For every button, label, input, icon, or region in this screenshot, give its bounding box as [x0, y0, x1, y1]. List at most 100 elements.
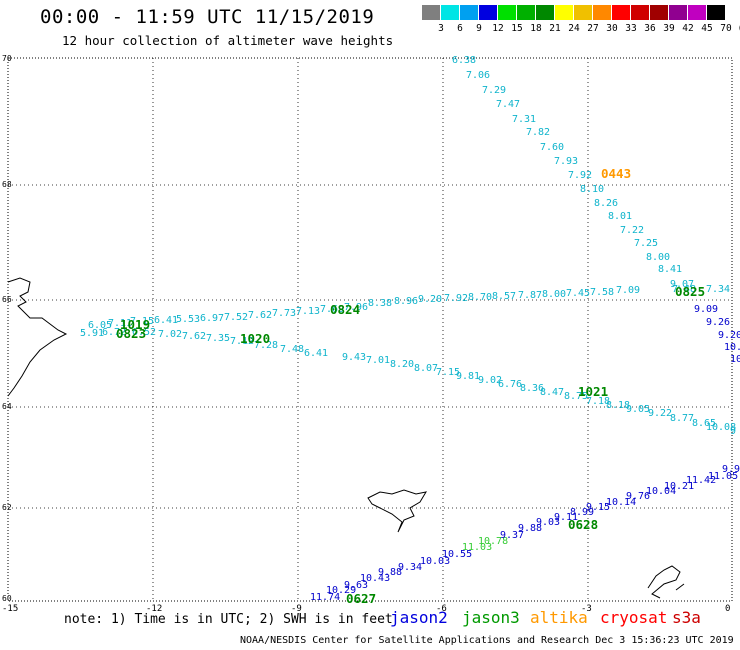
lon-label: -6	[436, 604, 447, 614]
wave-height-value: 6.41	[154, 315, 178, 326]
wave-height-value: 11.03	[462, 542, 492, 553]
pass-time-label: 0443	[601, 166, 631, 181]
shetland-islands	[647, 565, 685, 599]
scale-label: 6	[457, 23, 463, 34]
scale-label: 3	[438, 23, 444, 34]
wave-height-value: 9.34	[398, 562, 422, 573]
satellite-s3a: s3a	[672, 608, 701, 627]
wave-height-value: 10	[730, 354, 740, 365]
scale-swatch	[555, 5, 573, 20]
lat-label: 60	[2, 594, 12, 603]
lat-label: 68	[2, 180, 12, 189]
wave-height-value: 7.18	[586, 396, 610, 407]
pass-time-label: 0628	[568, 517, 598, 532]
wave-height-value: 9.20	[718, 330, 740, 341]
page-subtitle: 12 hour collection of altimeter wave hei…	[62, 33, 394, 48]
scale-swatch	[593, 5, 611, 20]
wave-height-value: 9.81	[456, 371, 480, 382]
credit-text: NOAA/NESDIS Center for Satellite Applica…	[240, 635, 734, 646]
scale-swatch	[707, 5, 725, 20]
wave-height-value: 7.12	[230, 336, 254, 347]
wave-height-value: 8.65	[692, 418, 716, 429]
wave-height-value: 7.48	[672, 284, 696, 295]
wave-height-value: 11.74	[310, 592, 340, 603]
wave-height-value: 9.26	[706, 317, 730, 328]
scale-label: 33	[625, 23, 637, 34]
scale-swatch	[479, 5, 497, 20]
scale-label: 9	[476, 23, 482, 34]
wave-height-value: 8.99	[570, 507, 594, 518]
wave-height-value: 7.47	[496, 99, 520, 110]
wave-height-value: 5.53	[176, 314, 200, 325]
wave-height-value: 9.05	[626, 404, 650, 415]
scale-label: 45	[701, 23, 713, 34]
lon-label: -9	[291, 604, 302, 614]
wave-height-value: 7.45	[566, 288, 590, 299]
lat-label: 62	[2, 503, 12, 512]
scale-label: 12	[492, 23, 504, 34]
wave-height-value: 10.4	[724, 342, 740, 353]
wave-height-value: 10.55	[442, 549, 472, 560]
scale-swatch	[631, 5, 649, 20]
wave-height-value: 5.91	[80, 328, 104, 339]
wave-height-value: 8.07	[414, 363, 438, 374]
wave-height-value: 9.76	[626, 491, 650, 502]
wave-height-value: 9.37	[500, 530, 524, 541]
wave-height-value: 7.69	[320, 304, 344, 315]
wave-height-value: 8.38	[368, 298, 392, 309]
wave-height-value: 9.94	[722, 464, 740, 475]
wave-height-value: 10.78	[478, 536, 508, 547]
scale-swatch	[669, 5, 687, 20]
scale-label: 42	[682, 23, 694, 34]
wave-height-value: 8.96	[394, 296, 418, 307]
wave-height-value: 7.15	[436, 367, 460, 378]
wave-height-value: 8.18	[606, 400, 630, 411]
scale-label: 36	[644, 23, 656, 34]
pass-time-label: 1020	[240, 331, 270, 346]
wave-height-value: 8.75	[564, 391, 588, 402]
scale-label: 21	[549, 23, 561, 34]
lon-label: -3	[581, 604, 592, 614]
satellite-cryosat: cryosat	[600, 608, 668, 627]
wave-height-value: 7.11	[108, 318, 132, 329]
wave-height-value: 9.43	[342, 352, 366, 363]
wave-height-value: 10.21	[664, 481, 694, 492]
scale-label: 30	[606, 23, 618, 34]
wave-height-value: 8.20	[390, 359, 414, 370]
scale-swatch	[650, 5, 668, 20]
scale-swatch	[536, 5, 554, 20]
wave-height-value: 7.52	[224, 312, 248, 323]
wave-height-value: 7.31	[512, 114, 536, 125]
lon-label: -12	[146, 604, 162, 614]
wave-height-value: 6.97	[200, 313, 224, 324]
wave-height-value: 8.77	[670, 413, 694, 424]
wave-height-value: 8.70	[468, 292, 492, 303]
lat-label: 70	[2, 54, 12, 63]
wave-height-value: 8.01	[608, 211, 632, 222]
scale-swatch	[612, 5, 630, 20]
scale-label: 18	[530, 23, 542, 34]
satellite-altika: altika	[530, 608, 588, 627]
wave-height-value: 8.57	[492, 291, 516, 302]
wave-height-value: 7.01	[366, 355, 390, 366]
wave-height-value: 9.20	[418, 294, 442, 305]
wave-height-value: 9.03	[536, 517, 560, 528]
wave-height-value: 7.35	[206, 333, 230, 344]
wave-height-value: 9.07	[670, 279, 694, 290]
wave-height-value: 6.52	[132, 327, 156, 338]
wave-height-value: 7.48	[280, 344, 304, 355]
wave-height-value: 7.73	[272, 308, 296, 319]
pass-time-label: 0823	[116, 326, 146, 341]
wave-height-value: 7.29	[482, 85, 506, 96]
scale-label: (ft)	[738, 23, 740, 34]
pass-time-label: 0825	[675, 284, 705, 299]
wave-height-value: 6.41	[304, 348, 328, 359]
wave-height-value: 7.92	[444, 293, 468, 304]
wave-height-value: 7.02	[158, 329, 182, 340]
pass-time-label: 0824	[330, 302, 360, 317]
wave-height-value: 7.92	[568, 170, 592, 181]
scale-label: 39	[663, 23, 675, 34]
wave-height-value: 6.05	[88, 320, 112, 331]
